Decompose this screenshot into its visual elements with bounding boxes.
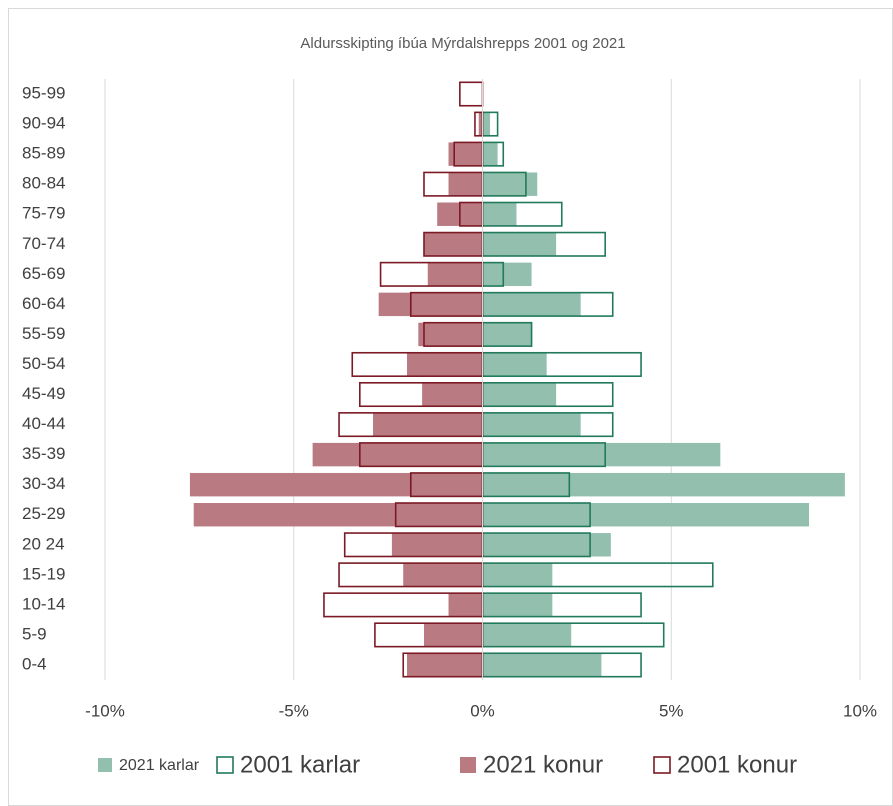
legend-swatch <box>216 756 234 774</box>
legend-swatch <box>460 757 476 773</box>
bar <box>482 503 810 527</box>
bar <box>482 623 572 647</box>
x-tick-label: 5% <box>659 701 684 720</box>
y-tick-label: 25-29 <box>22 504 65 523</box>
bar <box>482 142 498 166</box>
y-tick-label: 70-74 <box>22 234 65 253</box>
bar <box>448 142 483 166</box>
bar <box>482 262 532 287</box>
bar <box>448 593 483 617</box>
legend-label: 2001 konur <box>677 751 797 778</box>
bar <box>312 442 483 467</box>
y-tick-label: 65-69 <box>22 264 65 283</box>
bar <box>482 382 557 407</box>
bar <box>482 292 581 317</box>
bar <box>403 563 483 587</box>
y-tick-label: 90-94 <box>22 114 65 133</box>
bar <box>423 232 483 256</box>
bar <box>391 533 483 557</box>
y-tick-label: 50-54 <box>22 354 65 373</box>
y-tick-label: 85-89 <box>22 144 65 163</box>
bar <box>482 202 517 226</box>
bar <box>422 382 483 407</box>
bar <box>482 322 532 347</box>
legend-swatch <box>98 758 112 772</box>
bar <box>423 623 483 647</box>
bar <box>482 533 611 557</box>
y-tick-label: 60-64 <box>22 294 65 313</box>
y-tick-label: 80-84 <box>22 174 65 193</box>
y-tick-label: 95-99 <box>22 84 65 103</box>
bar <box>478 112 483 136</box>
bar <box>373 412 483 437</box>
bar <box>407 352 483 377</box>
x-tick-label: -10% <box>85 701 125 720</box>
bar <box>189 472 483 497</box>
legend-label: 2021 konur <box>483 751 603 778</box>
legend-label: 2001 karlar <box>240 751 360 778</box>
y-tick-label: 75-79 <box>22 204 65 223</box>
bar <box>482 653 602 677</box>
bar <box>482 442 721 467</box>
y-tick-label: 40-44 <box>22 414 65 433</box>
bar <box>482 593 553 617</box>
x-tick-label: 0% <box>470 701 495 720</box>
bar <box>482 472 845 497</box>
y-tick-label: 0-4 <box>22 654 47 673</box>
bar <box>378 292 483 317</box>
legend-swatch <box>653 756 671 774</box>
y-tick-label: 5-9 <box>22 624 47 643</box>
x-tick-label: 10% <box>843 701 877 720</box>
y-tick-label: 10-14 <box>22 594 65 613</box>
y-tick-label: 35-39 <box>22 444 65 463</box>
bar <box>427 262 483 287</box>
bar <box>193 503 483 527</box>
bar <box>407 653 483 677</box>
bar <box>482 232 557 256</box>
bar <box>418 322 483 347</box>
bar <box>482 352 547 377</box>
y-tick-label: 45-49 <box>22 384 65 403</box>
x-tick-label: -5% <box>279 701 309 720</box>
bar <box>482 563 553 587</box>
y-tick-label: 55-59 <box>22 324 65 343</box>
bar <box>482 172 538 196</box>
bar <box>482 412 581 437</box>
bar <box>482 112 491 136</box>
bar <box>448 172 483 196</box>
y-tick-label: 30-34 <box>22 474 65 493</box>
chart-title: Aldursskipting íbúa Mýrdalshrepps 2001 o… <box>300 35 625 52</box>
legend-label: 2021 karlar <box>119 757 200 774</box>
y-tick-label: 15-19 <box>22 564 65 583</box>
y-tick-label: 20 24 <box>22 534 65 553</box>
